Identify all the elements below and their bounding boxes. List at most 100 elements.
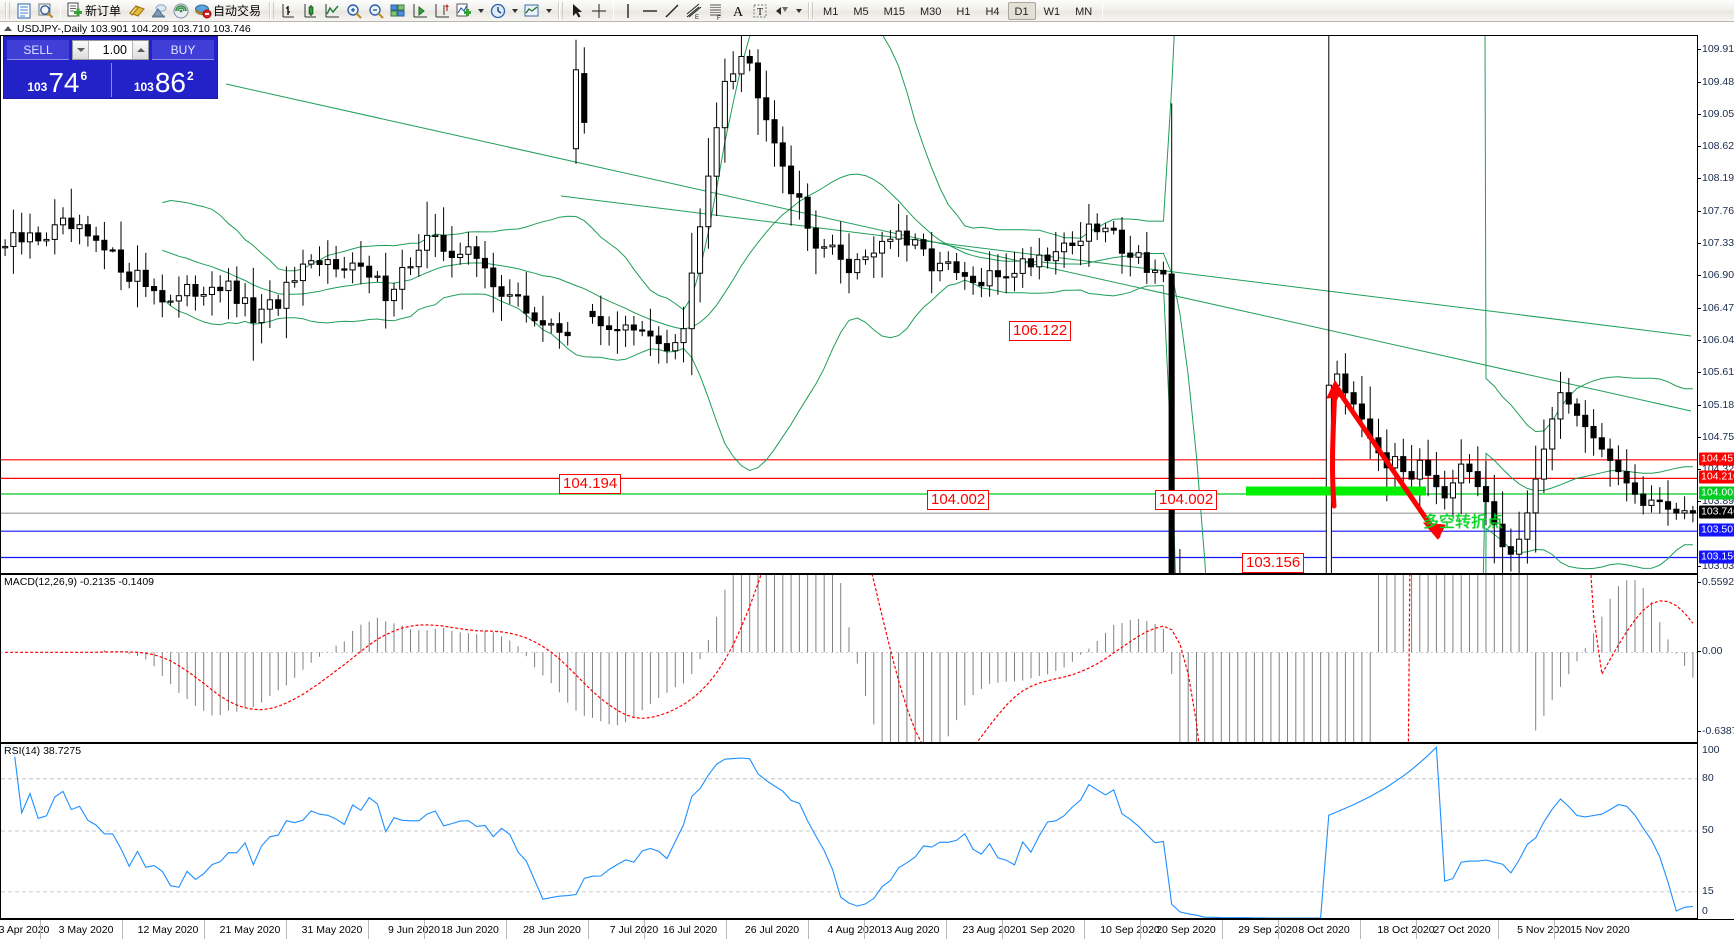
mql5-community-icon[interactable]	[148, 1, 170, 21]
timeframe-bar: M1 M5 M15 M30 H1 H4 D1 W1 MN	[816, 1, 1099, 20]
sell-button[interactable]: SELL	[7, 40, 69, 60]
buy-button[interactable]: BUY	[152, 40, 214, 60]
timeframe-d1[interactable]: D1	[1007, 1, 1036, 20]
rsi-tick-label: 15	[1702, 884, 1714, 897]
zoom-out-icon[interactable]	[365, 1, 387, 21]
macd-tick	[1698, 651, 1701, 653]
blue-level-2-chip[interactable]: 103.156	[1699, 550, 1734, 564]
candlestick-chart-icon[interactable]	[299, 1, 321, 21]
rsi-pane[interactable]: RSI(14) 38.7275	[0, 743, 1698, 919]
timeframe-m1[interactable]: M1	[823, 5, 839, 18]
toolbar-separator-1	[60, 2, 61, 19]
text-label-icon[interactable]: T	[749, 1, 771, 21]
date-tick-label: 13 Aug 2020	[880, 924, 940, 936]
date-tick	[808, 920, 809, 939]
blue-level-1-chip[interactable]: 103.507	[1699, 523, 1734, 537]
templates-icon[interactable]	[521, 1, 543, 21]
one-click-trading-panel[interactable]: SELL 1.00 BUY 103 74 6 103 86 2	[3, 36, 218, 99]
auto-scroll-icon[interactable]	[409, 1, 431, 21]
text-icon[interactable]: A	[727, 1, 749, 21]
resistance-2-chip[interactable]: 104.210	[1699, 470, 1734, 484]
date-tick	[1498, 920, 1499, 939]
date-tick	[1140, 920, 1141, 939]
indicators-icon[interactable]	[453, 1, 475, 21]
new-order-label: 新订单	[85, 4, 122, 18]
data-window-icon[interactable]	[35, 1, 57, 21]
shapes-icon[interactable]	[771, 1, 793, 21]
equidistant-channel-icon[interactable]: E	[683, 1, 705, 21]
indicators-dropdown-caret[interactable]	[478, 8, 485, 13]
last-price-chip[interactable]: 103.746	[1699, 505, 1734, 519]
date-tick	[1084, 920, 1085, 939]
macd-scale[interactable]: 0.5592 0.00 -0.6387	[1698, 574, 1734, 743]
buy-price-pips: 86	[154, 67, 186, 98]
volume-stepper[interactable]: 1.00	[72, 40, 149, 60]
toolbar-grip-3[interactable]	[558, 2, 564, 19]
timeframe-w1[interactable]: W1	[1043, 5, 1061, 18]
timeframe-h4[interactable]: H4	[985, 5, 1000, 18]
timeframe-m30[interactable]: M30	[920, 5, 942, 18]
timeframe-m5[interactable]: M5	[853, 5, 869, 18]
buy-price-display[interactable]: 103 86 2	[111, 61, 218, 99]
toolbar-grip-1[interactable]	[5, 2, 10, 19]
timeframe-mn[interactable]: MN	[1075, 5, 1093, 18]
price-chart-pane[interactable]	[0, 35, 1698, 574]
label-104-002-b[interactable]: 104.002	[1155, 490, 1218, 510]
label-103-156[interactable]: 103.156	[1242, 553, 1305, 573]
price-tick	[1698, 436, 1701, 438]
label-turning-point[interactable]: 多空转折点	[1423, 514, 1504, 531]
label-104-002-a[interactable]: 104.002	[927, 490, 990, 510]
trendline-icon[interactable]	[661, 1, 683, 21]
price-tick	[1698, 565, 1701, 567]
price-tick-label: 107.330	[1702, 237, 1734, 250]
label-104-194[interactable]: 104.194	[559, 474, 622, 494]
buy-price-prefix: 103	[133, 80, 154, 94]
new-order-button[interactable]: 新订单	[64, 1, 126, 21]
rsi-scale[interactable]: 100 80 50 15 0	[1698, 743, 1734, 919]
terminal-icon[interactable]	[13, 1, 35, 21]
horizontal-line-icon[interactable]	[639, 1, 661, 21]
vertical-line-icon[interactable]	[617, 1, 639, 21]
macd-pane[interactable]: MACD(12,26,9) -0.2135 -0.1409	[0, 574, 1698, 743]
oct-divider	[110, 63, 112, 97]
date-tick	[1554, 920, 1555, 939]
date-tick	[1222, 920, 1223, 939]
cursor-icon[interactable]	[566, 1, 588, 21]
date-axis[interactable]: 3 Apr 2020 3 May 2020 12 May 2020 21 May 20…	[0, 919, 1734, 939]
fibonacci-icon[interactable]: F	[705, 1, 727, 21]
metaeditor-icon[interactable]	[126, 1, 148, 21]
rsi-tick-label: 50	[1702, 824, 1714, 836]
periods-icon[interactable]	[487, 1, 509, 21]
price-tick	[1698, 404, 1701, 406]
price-tick-label: 108.190	[1702, 172, 1734, 185]
signals-icon[interactable]	[170, 1, 192, 21]
volume-decrease-button[interactable]	[73, 41, 89, 59]
toolbar-separator-2	[613, 2, 615, 19]
support-green-chip[interactable]: 104.002	[1699, 486, 1734, 500]
price-tick-label: 105.610	[1702, 366, 1734, 379]
rsi-tick-label: 0	[1702, 905, 1708, 917]
timeframe-m15[interactable]: M15	[883, 5, 905, 18]
price-tick-label: 106.470	[1702, 301, 1734, 314]
periods-dropdown-caret[interactable]	[512, 8, 519, 13]
toolbar-grip-4[interactable]	[808, 2, 814, 19]
price-scale[interactable]: 109.910 109.480 109.050 108.620 108.190 107.7…	[1698, 35, 1734, 574]
collapse-triangle-icon[interactable]	[4, 26, 12, 31]
resistance-1-chip[interactable]: 104.457	[1699, 452, 1734, 466]
crosshair-icon[interactable]	[588, 1, 610, 21]
label-106-122[interactable]: 106.122	[1009, 321, 1072, 341]
sell-price-display[interactable]: 103 74 6	[4, 61, 111, 99]
buy-price-fraction: 2	[187, 69, 194, 83]
timeframe-h1[interactable]: H1	[956, 5, 971, 18]
toolbar-grip-2[interactable]	[269, 2, 275, 19]
bar-chart-icon[interactable]	[277, 1, 299, 21]
tile-windows-icon[interactable]	[387, 1, 409, 21]
shapes-dropdown-caret[interactable]	[796, 8, 803, 13]
chart-shift-icon[interactable]	[431, 1, 453, 21]
volume-increase-button[interactable]	[132, 41, 148, 59]
line-chart-icon[interactable]	[321, 1, 343, 21]
templates-dropdown-caret[interactable]	[546, 8, 553, 13]
volume-value[interactable]: 1.00	[102, 43, 127, 57]
autotrading-button[interactable]: 自动交易	[192, 1, 266, 21]
zoom-in-icon[interactable]	[343, 1, 365, 21]
